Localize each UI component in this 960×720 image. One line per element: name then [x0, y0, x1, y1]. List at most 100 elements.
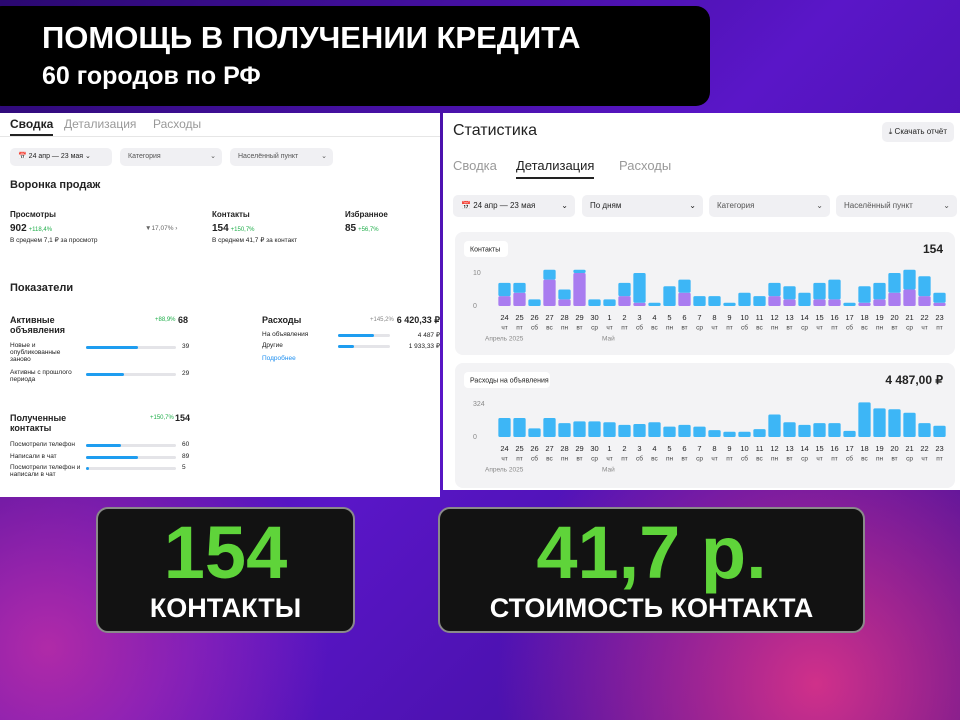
- weekday-label: ср: [906, 325, 913, 332]
- bar: [933, 425, 946, 437]
- weekday-label: вс: [756, 325, 763, 332]
- filter-text: Категория: [128, 153, 161, 160]
- x-tick-label: 4: [652, 313, 656, 322]
- bar-segment: [933, 292, 946, 303]
- row-label: Активны с прошлого периода: [10, 369, 72, 383]
- x-tick-label: 11: [756, 313, 764, 322]
- chart-bg: [455, 363, 955, 488]
- x-tick-label: 19: [875, 444, 883, 453]
- bar-segment: [693, 296, 706, 306]
- tab[interactable]: Расходы: [153, 117, 202, 131]
- weekday-label: пт: [831, 456, 838, 463]
- chart: Расходы на объявления 4 487,00 ₽032424чт2…: [455, 363, 955, 488]
- tab[interactable]: Сводка: [10, 117, 54, 136]
- x-tick-label: 25: [515, 313, 523, 322]
- weekday-label: пт: [621, 325, 628, 332]
- bar: [528, 428, 541, 437]
- tab[interactable]: Сводка: [453, 158, 497, 173]
- x-tick-label: 17: [845, 313, 853, 322]
- row-label: Написали в чат: [10, 453, 57, 460]
- metric-note: В среднем 41,7 ₽ за контакт: [212, 237, 298, 244]
- left-panel: Сводка Детализация Расходы 📅 24 апр — 23…: [0, 113, 440, 497]
- weekday-label: ср: [801, 456, 808, 463]
- bar-segment: [498, 296, 511, 306]
- filter[interactable]: Категория ⌄: [120, 148, 222, 166]
- x-tick-label: 7: [697, 444, 701, 453]
- bar: [813, 423, 826, 437]
- metric-value: 85: [345, 223, 357, 234]
- download-button[interactable]: ⤓ Скачать отчёт: [881, 122, 954, 142]
- row-label: Новые и опубликованные заново: [10, 342, 61, 363]
- bar: [903, 412, 916, 437]
- weekday-label: ср: [591, 456, 598, 463]
- filter[interactable]: Населённый пункт ⌄: [836, 195, 957, 217]
- bar-segment: [858, 302, 871, 306]
- filter[interactable]: Населённый пункт ⌄: [230, 148, 333, 166]
- header-title: ПОМОЩЬ В ПОЛУЧЕНИИ КРЕДИТА: [42, 20, 581, 55]
- x-tick-label: 26: [530, 444, 538, 453]
- bar-segment: [513, 292, 526, 306]
- divider: [0, 136, 440, 137]
- bar-segment: [828, 279, 841, 300]
- row-label: Посмотрели телефон и написали в чат: [10, 464, 81, 478]
- bar: [618, 424, 631, 437]
- weekday-label: вс: [651, 325, 658, 332]
- row-label: Посмотрели телефон: [10, 441, 75, 448]
- weekday-label: пн: [666, 456, 674, 463]
- bar-segment: [873, 282, 886, 300]
- dropdown[interactable]: [464, 372, 550, 388]
- bar-segment: [558, 289, 571, 300]
- row-track: [338, 334, 390, 337]
- x-tick-label: 20: [890, 444, 898, 453]
- weekday-label: вс: [651, 456, 658, 463]
- metric-label: Просмотры: [10, 210, 57, 219]
- card-label: СТОИМОСТЬ КОНТАКТА: [489, 593, 814, 623]
- filter[interactable]: 📅 24 апр — 23 мая ⌄: [453, 195, 575, 217]
- x-tick-label: 16: [830, 313, 838, 322]
- weekday-label: вт: [891, 456, 897, 463]
- dropdown[interactable]: [464, 241, 508, 257]
- row-value: 5: [182, 464, 186, 471]
- bar: [693, 426, 706, 437]
- month-label: Апрель 2025: [485, 467, 524, 474]
- weekday-label: вс: [756, 456, 763, 463]
- weekday-label: сб: [636, 324, 643, 332]
- row-bar: [338, 334, 374, 337]
- x-tick-label: 3: [637, 444, 641, 453]
- bar-segment: [813, 299, 826, 306]
- details-link[interactable]: Подробнее: [262, 355, 296, 362]
- x-tick-label: 22: [920, 313, 928, 322]
- y-tick-label: 0: [473, 303, 477, 310]
- bar-segment: [618, 296, 631, 306]
- tab[interactable]: Детализация: [64, 117, 137, 131]
- weekday-label: сб: [846, 455, 853, 463]
- bar: [843, 430, 856, 437]
- filter[interactable]: 📅 24 апр — 23 мая ⌄: [10, 148, 112, 166]
- weekday-label: пт: [621, 456, 628, 463]
- bar-segment: [813, 282, 826, 300]
- filter[interactable]: По дням ⌄: [582, 195, 703, 217]
- weekday-label: чт: [711, 456, 717, 463]
- x-tick-label: 16: [830, 444, 838, 453]
- bar-segment: [783, 299, 796, 306]
- x-tick-label: 10: [740, 444, 748, 453]
- card-label: КОНТАКТЫ: [149, 593, 302, 623]
- block-value: 154: [175, 413, 191, 423]
- row-track: [86, 444, 176, 447]
- tab[interactable]: Детализация: [516, 158, 595, 179]
- block-title: Расходы: [262, 315, 302, 325]
- x-tick-label: 23: [935, 444, 943, 453]
- x-tick-label: 18: [860, 313, 868, 322]
- weekday-label: ср: [591, 325, 598, 332]
- x-tick-label: 18: [860, 444, 868, 453]
- row-track: [86, 346, 176, 349]
- right-panel: Статистика ⤓ Скачать отчёт Сводка Детали…: [443, 113, 960, 490]
- filter-text: Категория: [717, 201, 755, 210]
- weekday-label: ср: [696, 456, 703, 463]
- stat-card: 41,7 р. СТОИМОСТЬ КОНТАКТА: [438, 507, 865, 633]
- filter[interactable]: Категория ⌄: [709, 195, 830, 217]
- tab[interactable]: Расходы: [619, 158, 672, 173]
- weekday-label: пт: [726, 325, 733, 332]
- weekday-label: чт: [501, 456, 507, 463]
